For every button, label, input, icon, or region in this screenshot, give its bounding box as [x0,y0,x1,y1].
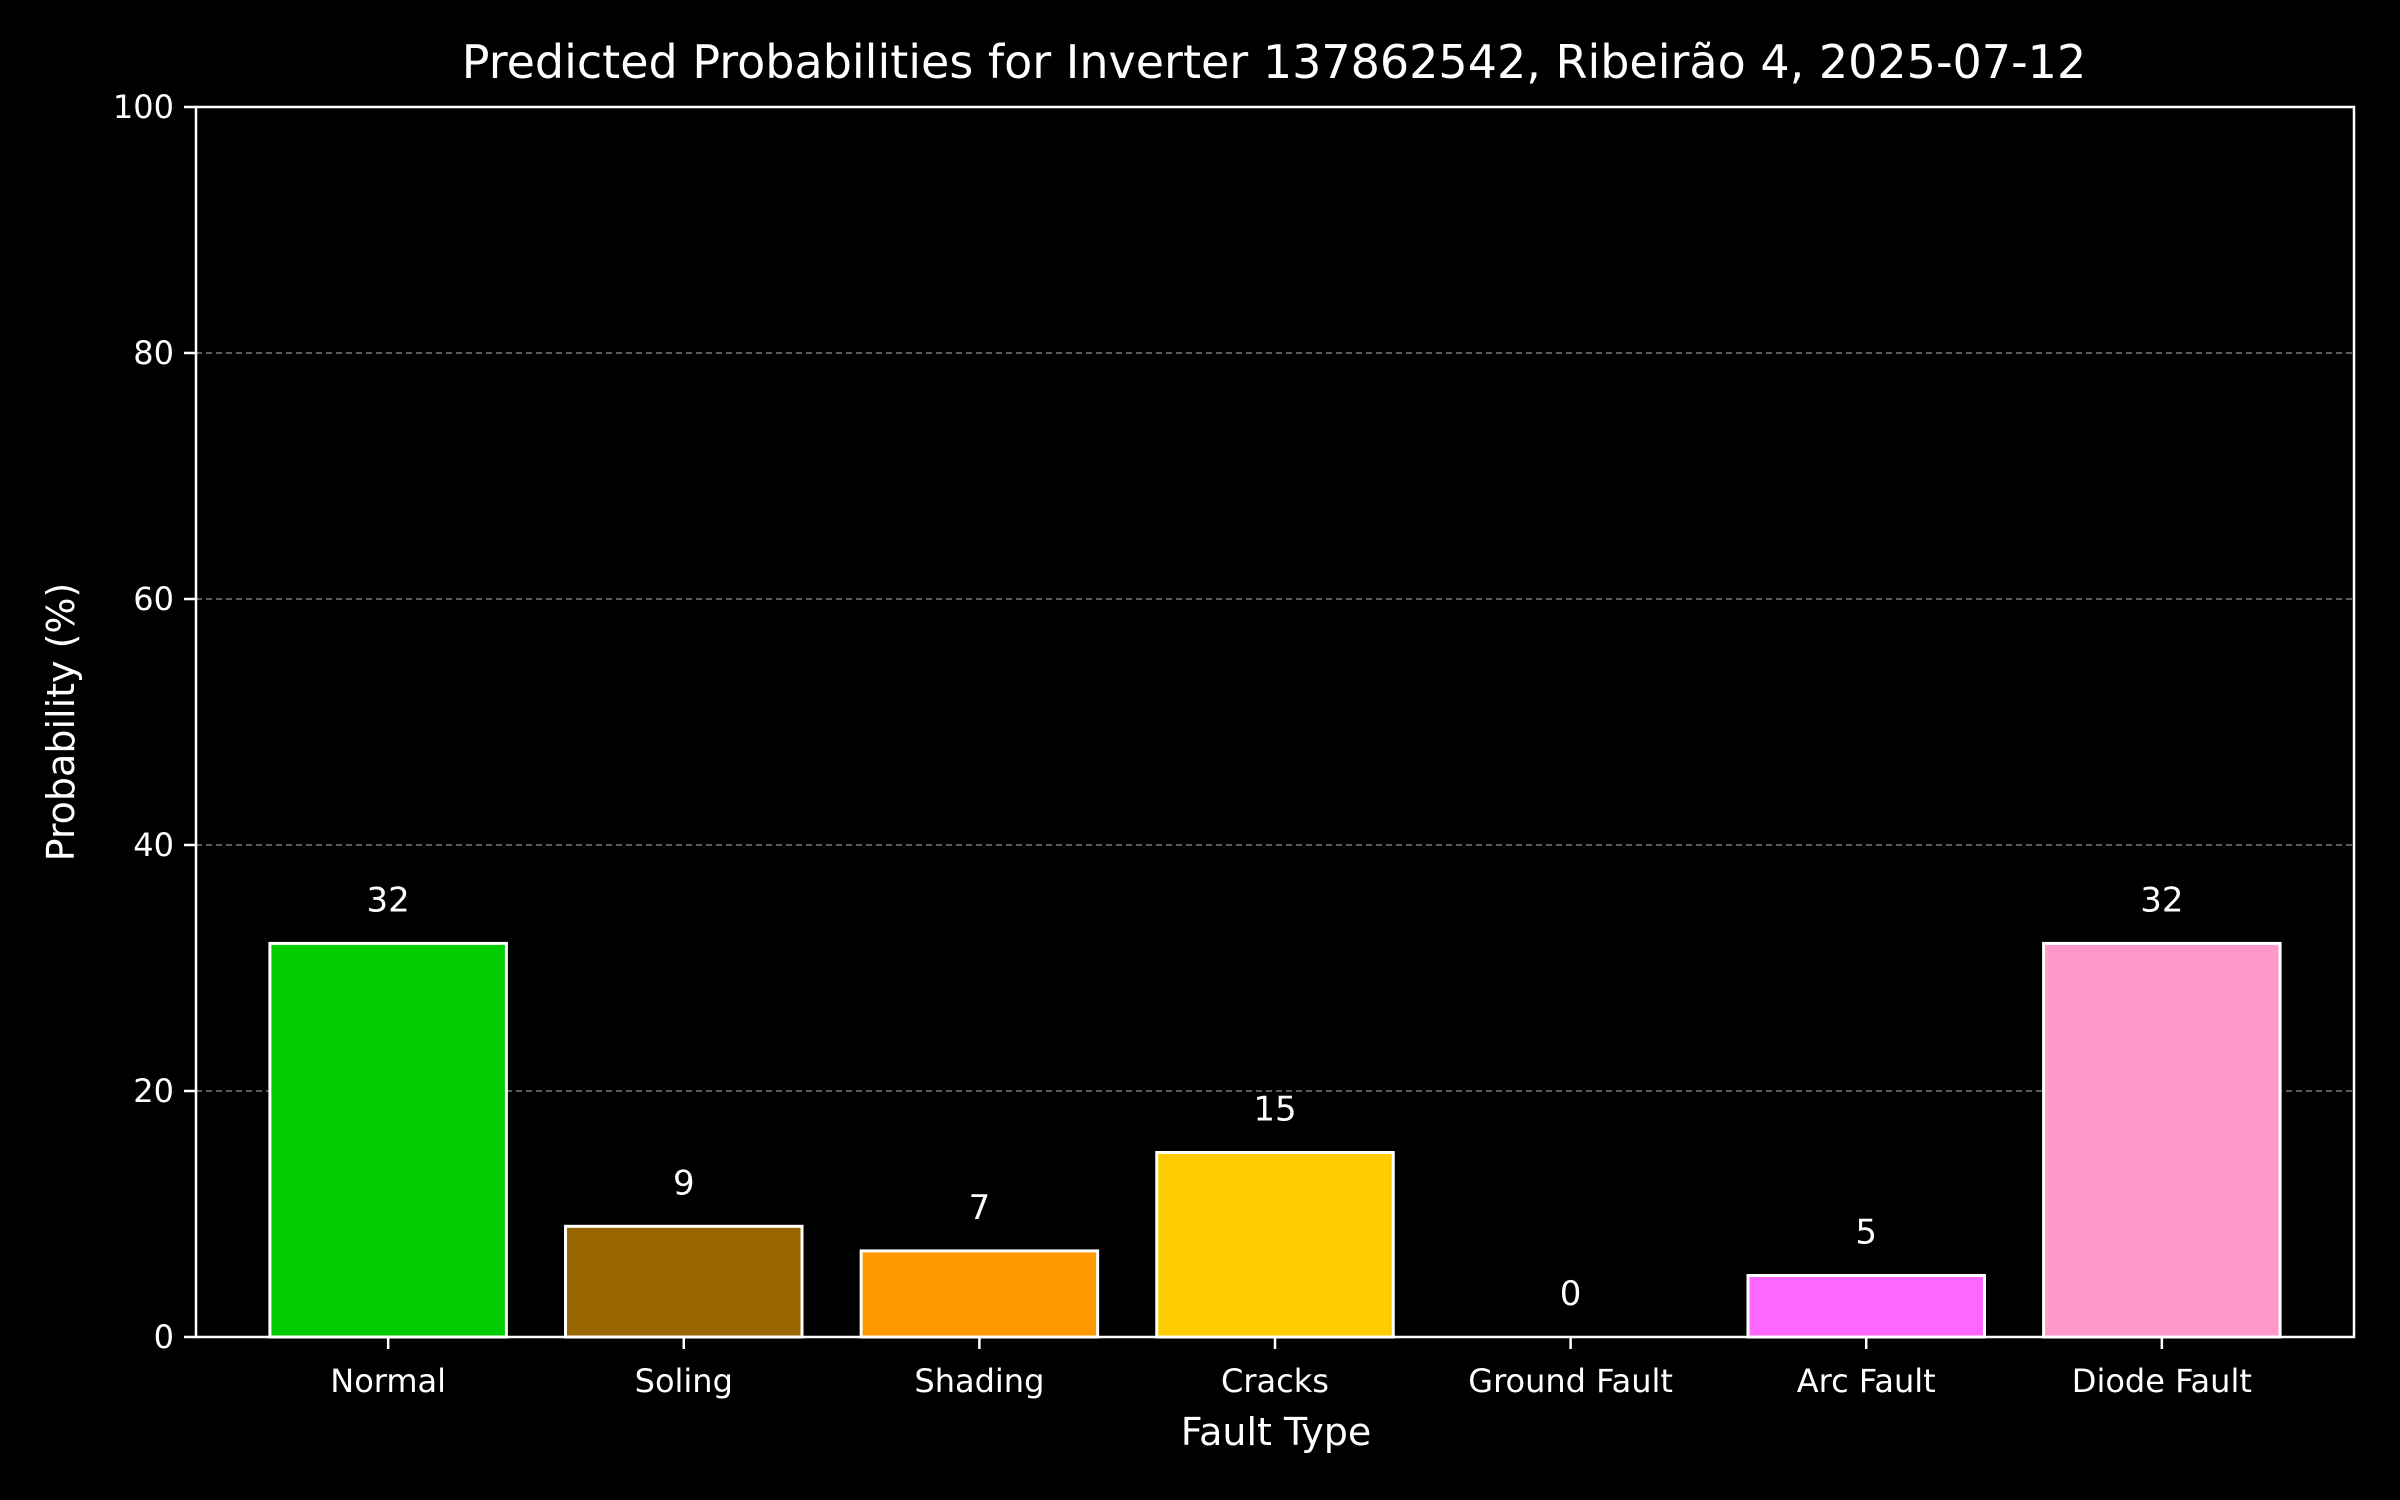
x-axis-ticks: Normal Soling Shading Cracks Ground Fault Arc… [330,1337,2252,1400]
y-tick-label: 0 [154,1318,174,1356]
bars [268,941,2282,1339]
y-tick-label: 60 [133,580,174,618]
x-tick-label: Arc Fault [1797,1362,1936,1400]
bar-arc-fault [1746,1274,1986,1339]
x-tick-label: Diode Fault [2072,1362,2252,1400]
x-tick-label: Normal [330,1362,446,1400]
y-axis-ticks: 0 20 40 60 80 100 [113,88,196,1356]
bar-normal [268,941,508,1339]
x-tick-label: Cracks [1221,1362,1329,1400]
bar-value-label: 7 [969,1188,991,1228]
x-tick-label: Ground Fault [1468,1362,1673,1400]
x-tick-label: Soling [635,1362,733,1400]
bar-value-label: 15 [1253,1090,1296,1130]
y-tick-label: 40 [133,826,174,864]
bar-soling [564,1224,804,1339]
y-tick-label: 100 [113,88,174,126]
chart-title: Predicted Probabilities for Inverter 137… [462,35,2086,89]
y-tick-label: 20 [133,1072,174,1110]
x-tick-label: Shading [914,1362,1044,1400]
bar-value-label: 32 [367,880,410,920]
bar-value-label: 32 [2140,880,2183,920]
bar-shading [859,1249,1100,1339]
bar-diode-fault [2042,941,2282,1339]
x-axis-label: Fault Type [1181,1410,1372,1454]
bar-value-labels: 32 9 7 15 0 5 32 [367,880,2184,1314]
y-axis-label: Probability (%) [39,583,83,862]
bar-value-label: 0 [1560,1274,1582,1314]
bar-value-label: 5 [1855,1213,1877,1253]
bar-value-label: 9 [673,1163,695,1203]
y-tick-label: 80 [133,334,174,372]
bar-cracks [1155,1151,1395,1339]
